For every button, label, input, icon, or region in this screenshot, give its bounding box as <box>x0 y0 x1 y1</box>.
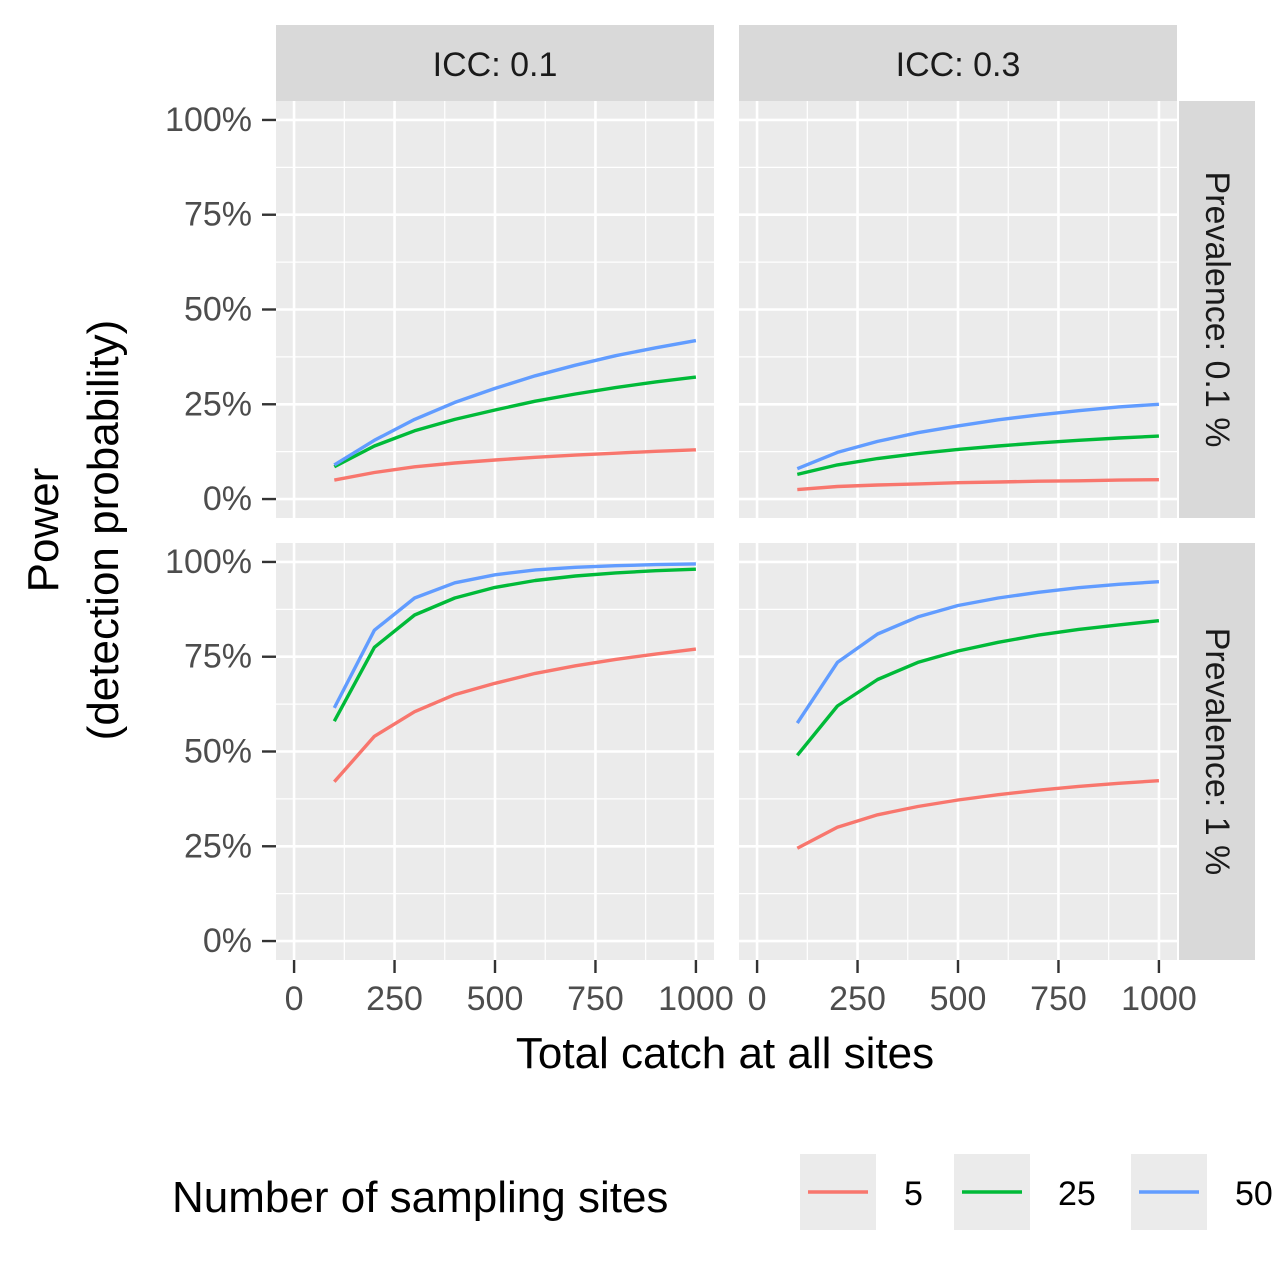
legend: Number of sampling sites 5 25 50 <box>172 1154 1273 1230</box>
x-tick-label: 250 <box>366 980 423 1018</box>
panel-4 <box>739 543 1177 960</box>
facet-strip-col-label-1: ICC: 0.1 <box>433 46 558 84</box>
series-line-25 <box>796 434 1159 477</box>
x-tick-label: 500 <box>930 980 987 1018</box>
series-line-5 <box>797 478 1159 492</box>
axes-layer: 0% 25% 50% 75% 100% 0% 25% 50% 75% 100% 0 250 500 750… <box>165 101 1197 1018</box>
y-tick-label: 25% <box>184 385 252 423</box>
x-tick-label: 0 <box>748 980 767 1018</box>
series-line-25 <box>332 567 696 723</box>
facet-strip-row-2 <box>1179 543 1255 960</box>
x-tick-label: 500 <box>467 980 524 1018</box>
series-line-50 <box>795 580 1160 725</box>
series-line-50 <box>796 402 1160 471</box>
x-tick-label: 1000 <box>1121 980 1197 1018</box>
y-axis-title-line-2: (detection probability) <box>79 320 128 741</box>
y-axis-title: Power (detection probability) <box>19 320 128 741</box>
facet-strip-row-label-2: Prevalence: 1 % <box>1198 628 1236 876</box>
x-tick-label: 0 <box>285 980 304 1018</box>
y-tick-label: 75% <box>184 638 252 676</box>
y-tick-label: 50% <box>184 733 252 771</box>
y-axis-title-line-1: Power <box>19 468 68 593</box>
series-line-25 <box>333 375 697 469</box>
y-tick-label: 100% <box>165 543 252 581</box>
legend-title: Number of sampling sites <box>172 1173 668 1222</box>
facet-strip-row-label-1: Prevalence: 0.1 % <box>1198 172 1236 448</box>
y-tick-label: 50% <box>184 291 252 329</box>
legend-label: 50 <box>1235 1175 1273 1213</box>
panel-3 <box>276 543 714 960</box>
series-line-5 <box>796 779 1160 850</box>
y-tick-label: 75% <box>184 196 252 234</box>
x-tick-label: 1000 <box>658 980 734 1018</box>
x-tick-label: 750 <box>567 980 624 1018</box>
x-tick-label: 250 <box>829 980 886 1018</box>
x-axis-title: Total catch at all sites <box>516 1029 934 1078</box>
legend-label: 5 <box>904 1175 923 1213</box>
legend-item-5: 5 <box>800 1154 923 1230</box>
panels-layer: ICC: 0.1 ICC: 0.3 Prevalence: 0.1 % Prevale… <box>276 25 1255 960</box>
x-tick-label: 750 <box>1030 980 1087 1018</box>
legend-item-50: 50 <box>1131 1154 1273 1230</box>
y-tick-label: 0% <box>203 922 252 960</box>
y-tick-label: 25% <box>184 827 252 865</box>
facet-strip-col-1 <box>276 25 714 101</box>
panel-2 <box>739 101 1177 518</box>
y-tick-label: 100% <box>165 101 252 139</box>
series-line-5 <box>333 448 696 482</box>
series-line-50 <box>332 562 696 709</box>
facet-strip-row-1 <box>1179 101 1255 518</box>
series-line-5 <box>333 647 697 783</box>
legend-item-25: 25 <box>954 1154 1096 1230</box>
facet-strip-col-label-2: ICC: 0.3 <box>896 46 1021 84</box>
facet-strip-col-2 <box>739 25 1177 101</box>
y-tick-label: 0% <box>203 480 252 518</box>
series-line-25 <box>795 619 1160 757</box>
series-line-50 <box>333 338 697 467</box>
panel-1 <box>276 101 714 518</box>
legend-label: 25 <box>1058 1175 1096 1213</box>
